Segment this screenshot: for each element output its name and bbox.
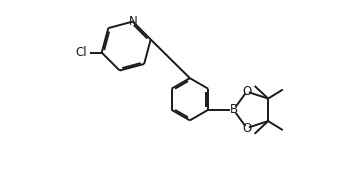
Text: B: B [229,103,238,116]
Text: N: N [129,15,137,28]
Text: O: O [242,122,251,134]
Text: O: O [242,85,251,98]
Text: Cl: Cl [76,46,87,59]
